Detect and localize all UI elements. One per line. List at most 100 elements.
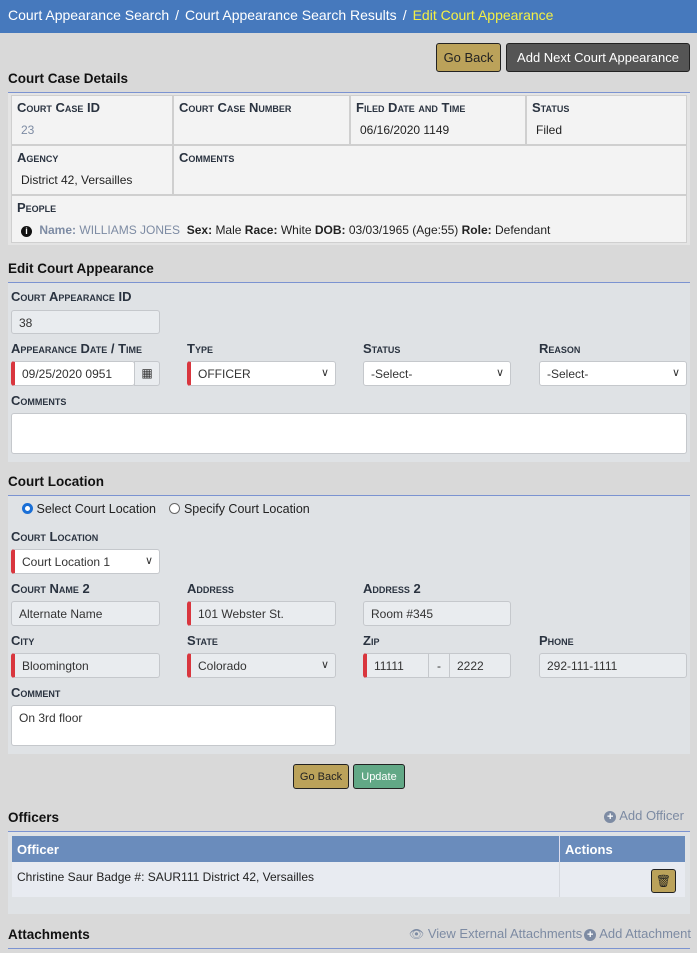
officer-cell: Christine Saur Badge #: SAUR111 District… [17,870,315,884]
chevron-down-icon: ∨ [320,367,329,379]
label: Role: [461,223,492,237]
city-field[interactable]: Bloomington [11,653,160,678]
divider [8,831,690,832]
address-2-field[interactable]: Room #345 [363,601,511,626]
state-value: Colorado [198,659,247,673]
person-name[interactable]: WILLIAMS JONES [79,223,181,237]
label: DOB: [314,223,346,237]
type-value: OFFICER [198,367,251,381]
court-location-select[interactable]: Court Location 1 ∨ [11,549,160,574]
breadcrumb-current: Edit Court Appearance [412,7,554,23]
label: Comments [11,393,67,408]
case-details-panel: Court Case ID 23 Court Case Number Filed … [8,93,690,245]
filed-date: 06/16/2020 1149 [360,123,450,137]
plus-circle-icon: + [604,811,617,823]
label: Court Appearance ID [11,289,132,304]
update-button[interactable]: Update [353,764,405,789]
zip-field[interactable]: 11111 [363,653,429,678]
add-officer-label: Add Officer [619,808,684,823]
location-comment-textarea[interactable]: On 3rd floor [11,705,336,746]
add-officer-link[interactable]: + Add Officer [604,808,684,823]
add-attachment-label: Add Attachment [599,926,691,941]
label: Address [187,581,234,596]
delete-officer-button[interactable]: 🗑 [651,869,676,893]
agency: District 42, Versailles [21,173,133,187]
label: State [187,633,218,648]
section-title: Attachments [8,927,90,942]
role: Defendant [494,223,551,237]
reason-select[interactable]: -Select- ∨ [539,361,687,386]
plus-circle-icon: + [584,929,597,941]
eye-icon: 👁 [409,927,425,941]
label: Court Location [11,529,99,544]
radio-specify-location[interactable] [169,503,181,514]
label: Comment [11,685,61,700]
table-header: Officer Actions [12,836,685,862]
court-appearance-id-field[interactable]: 38 [11,310,160,334]
breadcrumb-results[interactable]: Court Appearance Search Results [185,7,397,23]
type-select[interactable]: OFFICER ∨ [187,361,336,386]
status-select[interactable]: -Select- ∨ [363,361,511,386]
appearance-date-field[interactable]: 09/25/2020 0951 [11,361,135,386]
column-officer: Officer [17,842,59,857]
breadcrumb: Court Appearance Search / Court Appearance… [0,0,697,33]
dob: 03/03/1965 (Age:55) [348,223,459,237]
race: White [280,223,312,237]
sex: Male [215,223,242,237]
go-back-button[interactable]: Go Back [436,43,501,72]
label: People [17,200,57,215]
add-attachment-link[interactable]: + Add Attachment [584,926,691,941]
label: Phone [539,633,574,648]
label: Court Name 2 [11,581,90,596]
chevron-down-icon: ∨ [671,367,680,379]
add-next-court-appearance-button[interactable]: Add Next Court Appearance [506,43,690,72]
info-icon[interactable]: i [21,226,32,237]
case-status: Filed [536,123,563,137]
divider [8,948,690,949]
phone-field[interactable]: 292-111-1111 [539,653,687,678]
radio-label: Specify Court Location [183,502,310,516]
reason-value: -Select- [547,367,589,381]
label: Appearance Date / Time [11,341,143,356]
state-select[interactable]: Colorado ∨ [187,653,336,678]
label: Name: [39,223,77,237]
section-title: Officers [8,810,60,825]
court-case-id: 23 [21,123,35,137]
divider [8,495,690,496]
comments-textarea[interactable] [11,413,687,454]
view-external-label: View External Attachments [427,926,583,941]
label: Reason [539,341,581,356]
chevron-down-icon: ∨ [495,367,504,379]
label: Sex: [186,223,213,237]
column-actions: Actions [559,836,618,862]
section-title: Court Case Details [8,71,129,86]
divider [8,282,690,283]
breadcrumb-search[interactable]: Court Appearance Search [8,7,170,23]
table-row: Christine Saur Badge #: SAUR111 District… [12,862,685,897]
calendar-icon[interactable]: ▦ [134,361,160,386]
label: Race: [244,223,278,237]
address-field[interactable]: 101 Webster St. [187,601,336,626]
radio-select-location[interactable] [22,503,33,514]
label: Filed Date and Time [356,100,466,115]
section-title: Edit Court Appearance [8,261,154,276]
zip-separator: - [428,653,450,678]
label: Court Case ID [17,100,101,115]
label: Status [532,100,570,115]
label: Agency [17,150,59,165]
chevron-down-icon: ∨ [320,659,329,671]
chevron-down-icon: ∨ [144,555,153,567]
divider [8,92,690,93]
trash-icon: 🗑 [655,874,672,888]
form-go-back-button[interactable]: Go Back [293,764,349,789]
person-row: i Name: WILLIAMS JONES Sex: Male Race: W… [17,223,681,237]
label: Comments [179,150,235,165]
court-name-2-field[interactable]: Alternate Name [11,601,160,626]
label: Status [363,341,401,356]
zip4-field[interactable]: 2222 [449,653,511,678]
label: Court Case Number [179,100,292,115]
label: Address 2 [363,581,421,596]
label: City [11,633,35,648]
label: Type [187,341,213,356]
view-external-attachments-link[interactable]: 👁 View External Attachments [409,926,582,941]
